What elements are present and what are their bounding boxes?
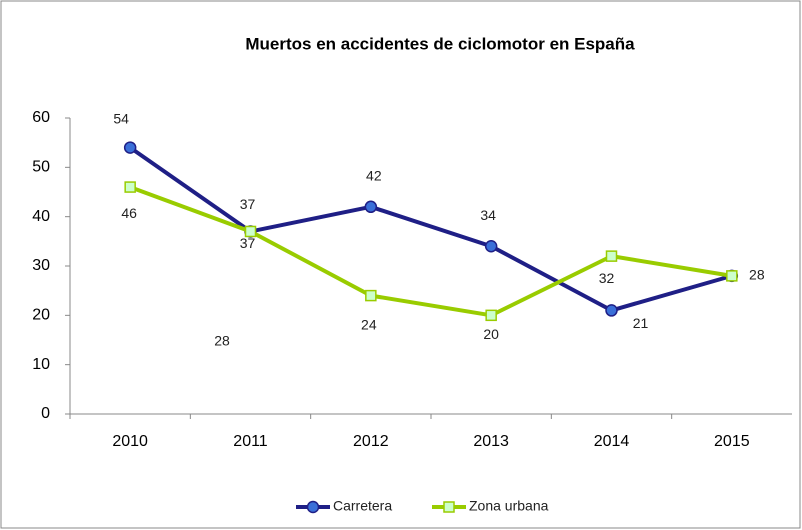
data-label: 46 (121, 205, 137, 221)
marker (443, 501, 455, 513)
marker (726, 270, 738, 282)
x-tick-label: 2012 (353, 433, 389, 450)
x-tick-label: 2013 (473, 433, 509, 450)
y-tick-label: 60 (32, 109, 50, 126)
marker (123, 141, 137, 154)
x-tick-label: 2010 (112, 433, 148, 450)
marker (364, 200, 378, 214)
marker (605, 304, 618, 317)
series-line (129, 145, 733, 313)
data-label: 32 (599, 270, 615, 286)
data-label: 24 (361, 316, 377, 332)
y-tick-label: 20 (32, 307, 50, 324)
marker (124, 181, 136, 193)
data-label: 42 (366, 168, 382, 184)
series-line (129, 185, 733, 318)
x-tick-label: 2015 (714, 433, 750, 450)
y-tick-label: 40 (32, 208, 50, 225)
data-label: 28 (749, 267, 765, 283)
legend-label: Zona urbana (469, 498, 549, 514)
marker (365, 289, 377, 302)
y-tick-label: 30 (32, 257, 50, 274)
data-label: 21 (633, 315, 649, 331)
marker (306, 500, 320, 514)
y-tick-label: 10 (32, 356, 50, 373)
data-label: 20 (483, 326, 499, 342)
x-tick-label: 2011 (233, 433, 268, 450)
data-label: 28 (214, 333, 230, 349)
legend-label: Carretera (333, 498, 392, 514)
y-tick-label: 50 (32, 159, 50, 176)
chart-title: Muertos en accidentes de ciclomotor en E… (245, 34, 635, 53)
marker (605, 250, 618, 262)
marker (244, 225, 257, 238)
marker (484, 240, 498, 253)
x-tick-label: 2014 (594, 433, 630, 450)
data-label: 54 (113, 110, 129, 126)
marker (485, 309, 497, 322)
data-label: 37 (240, 196, 256, 212)
y-tick-label: 0 (41, 405, 50, 422)
data-label: 34 (480, 207, 496, 223)
data-label: 37 (240, 235, 256, 251)
